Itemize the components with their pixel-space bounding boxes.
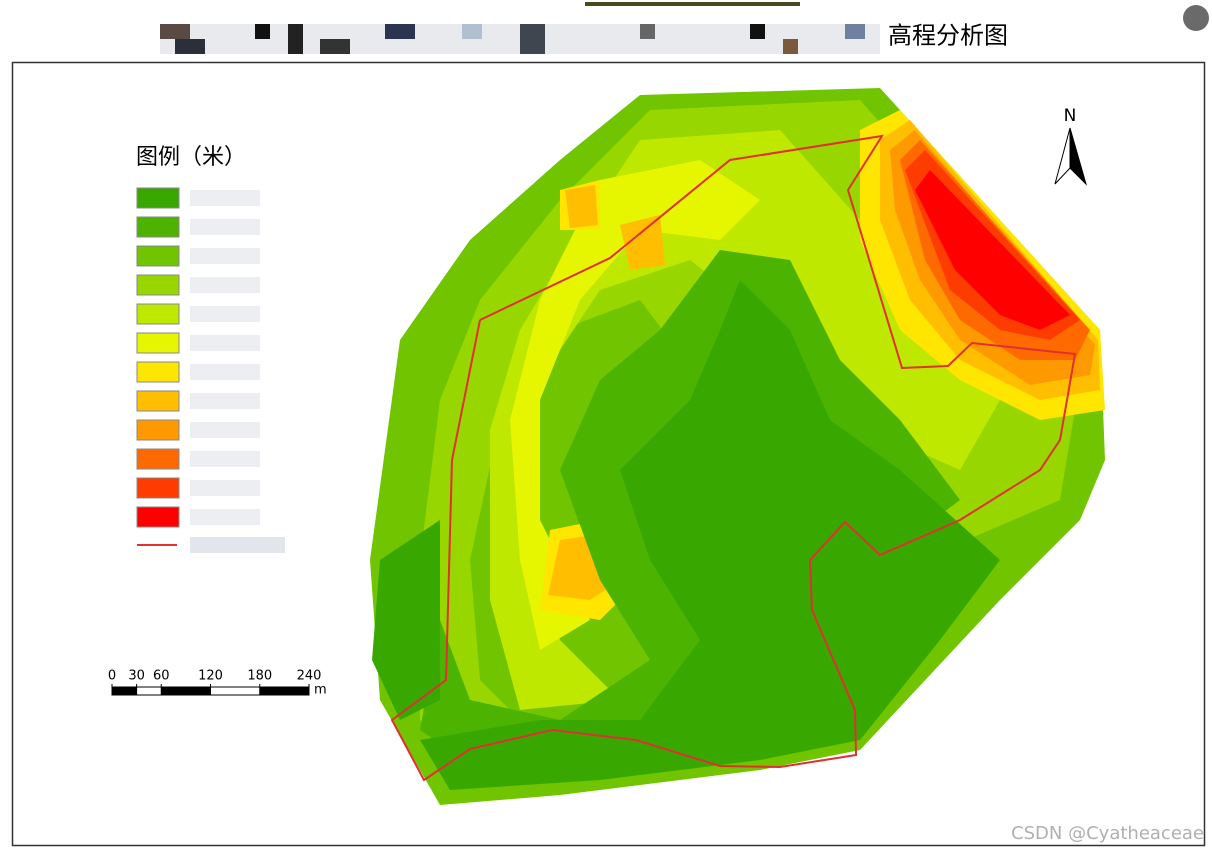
scale-tick-label: 180 [247,669,272,684]
legend-label-mosaic [190,537,285,553]
legend-swatch [136,274,180,296]
legend-label-mosaic [190,480,260,496]
scale-tick-label: 0 [108,669,116,684]
legend-swatch [136,361,180,383]
legend-swatch [136,419,180,441]
legend-label-mosaic [190,335,260,351]
legend-label-mosaic [190,393,260,409]
plan-boundary [390,134,1077,782]
legend [136,187,285,553]
scale-tick-label: 240 [297,669,322,684]
map-title: 高程分析图 [888,22,1008,50]
legend-swatch [136,187,180,209]
scale-segment [112,687,137,695]
scale-tick-label: 30 [128,669,145,684]
legend-swatch [136,332,180,354]
north-arrow [1069,127,1088,186]
title-mosaic [160,2,880,54]
legend-label-mosaic [190,219,260,235]
legend-label-mosaic [190,364,260,380]
legend-title: 图例（米） [136,145,246,170]
scale-unit: m [314,683,327,698]
legend-swatch [136,506,180,528]
legend-swatch [136,448,180,470]
legend-swatch [136,303,180,325]
scale-segment [259,687,309,695]
legend-swatch [136,477,180,499]
legend-label-mosaic [190,277,260,293]
scale-tick-label: 60 [153,669,170,684]
legend-swatch [136,245,180,267]
legend-swatch [136,216,180,238]
scale-segment [161,687,211,695]
legend-label-mosaic [190,190,260,206]
legend-swatch [136,390,180,412]
watermark: CSDN @Cyatheaceae [1011,823,1204,844]
legend-label-mosaic [190,248,260,264]
scale-tick-label: 120 [198,669,223,684]
north-label: N [1064,106,1077,126]
legend-label-mosaic [190,422,260,438]
legend-label-mosaic [190,451,260,467]
close-button[interactable] [1183,5,1209,31]
legend-label-mosaic [190,509,260,525]
elevation-surface [370,88,1105,805]
legend-label-mosaic [190,306,260,322]
